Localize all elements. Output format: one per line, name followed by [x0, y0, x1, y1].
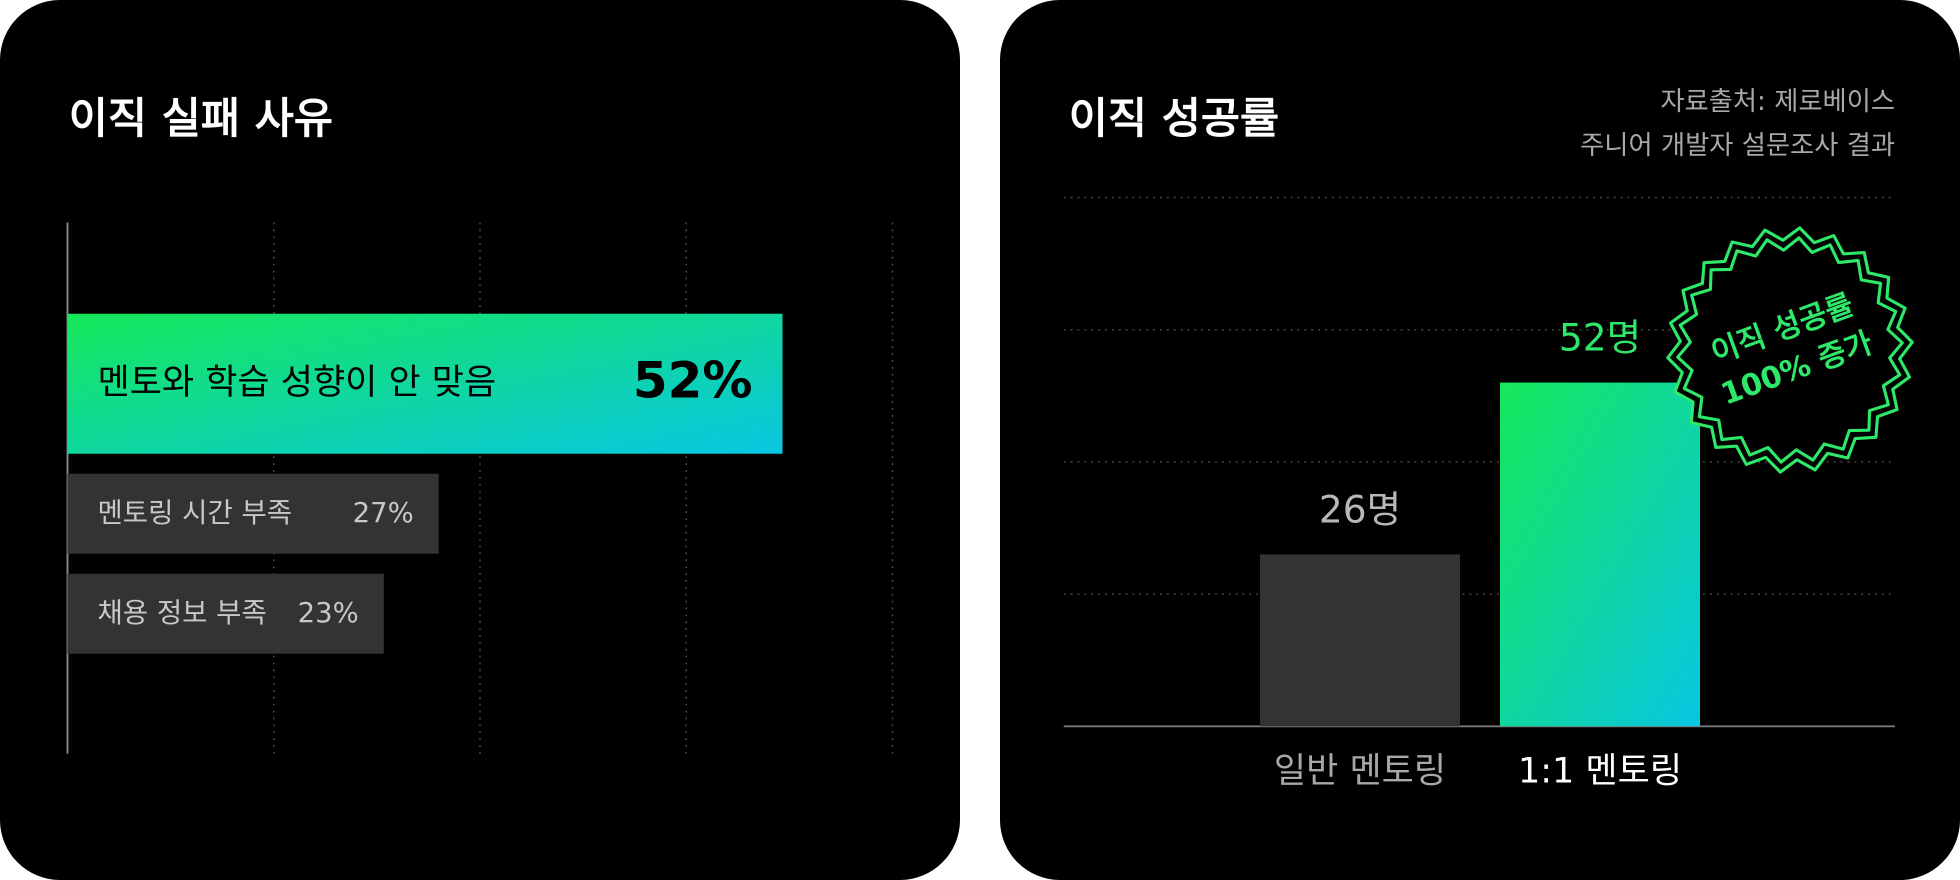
value-label: 26명 — [1319, 487, 1401, 531]
bar-label: 멘토와 학습 성향이 안 맞음 — [98, 363, 497, 403]
value-label: 52% — [633, 351, 753, 409]
card — [1000, 0, 1960, 880]
value-label: 52명 — [1559, 316, 1641, 360]
bar — [67, 573, 384, 654]
bar — [1260, 554, 1460, 727]
bar — [67, 473, 439, 554]
x-tick-label: 일반 멘토링 — [1274, 752, 1446, 792]
subtitle: 자료출처: 제로베이스 — [1660, 87, 1895, 117]
bar-label: 채용 정보 부족 — [98, 597, 267, 629]
subtitle: 주니어 개발자 설문조사 결과 — [1580, 131, 1895, 161]
bar — [67, 313, 783, 454]
value-label: 23% — [298, 597, 359, 629]
x-tick-label: 1:1 멘토링 — [1518, 752, 1682, 792]
value-label: 27% — [353, 497, 414, 529]
badge-outline — [1666, 226, 1914, 474]
badge-outline — [1676, 236, 1904, 464]
bar — [1500, 382, 1700, 727]
chart-title: 이직 실패 사유 — [69, 95, 333, 144]
bar-label: 멘토링 시간 부족 — [98, 497, 293, 529]
chart-title: 이직 성공률 — [1069, 95, 1279, 144]
